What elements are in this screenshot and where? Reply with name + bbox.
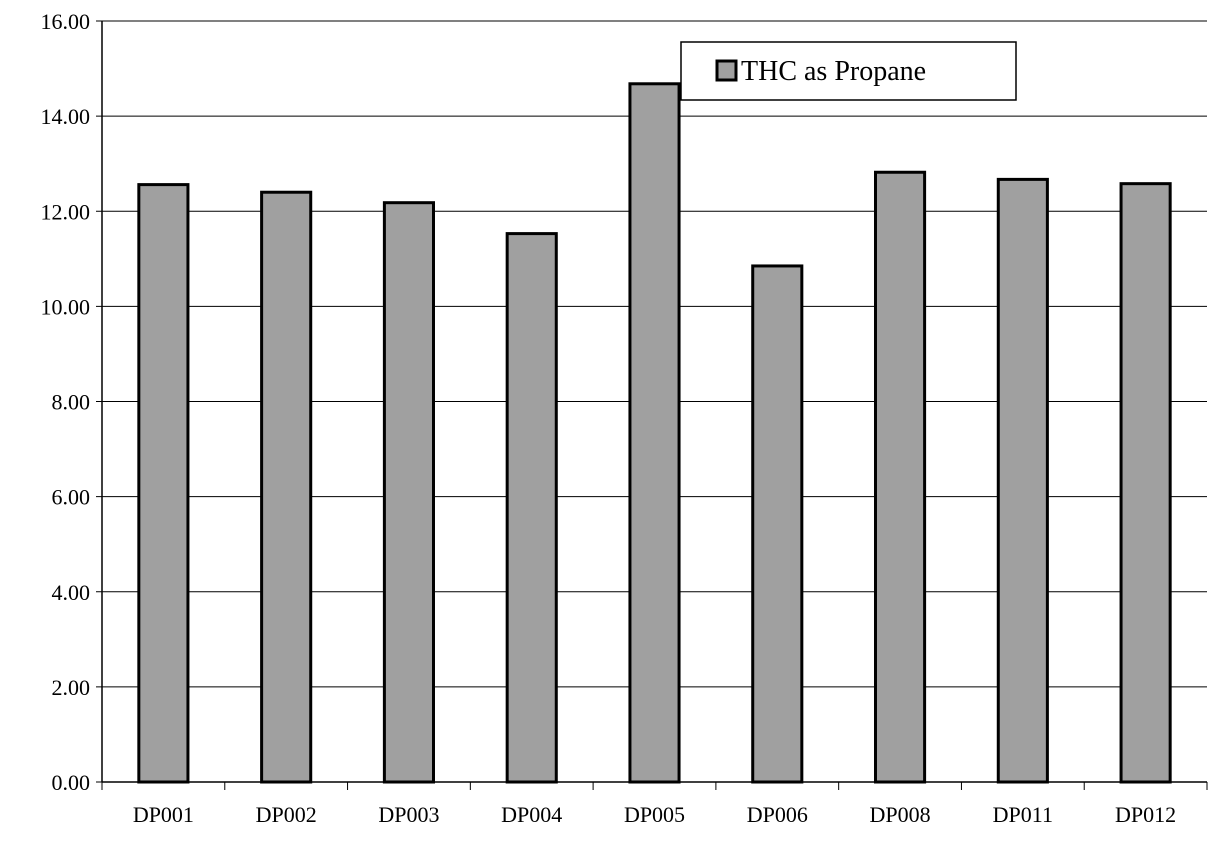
x-tick-label: DP008 xyxy=(869,802,930,827)
x-tick-label: DP005 xyxy=(624,802,685,827)
y-tick-label: 6.00 xyxy=(52,485,91,510)
bars xyxy=(137,82,1172,784)
x-tick-label: DP002 xyxy=(256,802,317,827)
x-tick-label: DP012 xyxy=(1115,802,1176,827)
x-tick-label: DP001 xyxy=(133,802,194,827)
legend: THC as Propane xyxy=(680,41,1017,101)
y-tick-label: 14.00 xyxy=(41,104,91,129)
bar-dp001 xyxy=(137,183,190,784)
y-tick-label: 0.00 xyxy=(52,770,91,795)
y-tick-label: 10.00 xyxy=(41,294,91,319)
bar-dp003 xyxy=(382,201,435,784)
y-tick-label: 2.00 xyxy=(52,675,91,700)
x-tick-label: DP004 xyxy=(501,802,562,827)
y-tick-label: 16.00 xyxy=(41,9,91,34)
y-tick-label: 12.00 xyxy=(41,199,91,224)
bar-dp012 xyxy=(1119,182,1172,784)
x-tick-label: DP011 xyxy=(993,802,1053,827)
legend-label: THC as Propane xyxy=(741,56,926,87)
bar-dp002 xyxy=(260,190,313,784)
bar-dp006 xyxy=(751,264,804,784)
axes xyxy=(101,21,1207,783)
y-tick-label: 8.00 xyxy=(52,390,91,415)
legend-swatch xyxy=(715,59,738,82)
y-axis-ticks: 0.00 2.00 4.00 6.00 8.00 10.00 12.00 14.00 16.00 xyxy=(41,9,102,795)
bar-dp011 xyxy=(996,177,1049,784)
y-tick-label: 4.00 xyxy=(52,580,91,605)
bar-dp005 xyxy=(628,82,681,784)
bar-dp004 xyxy=(505,232,558,784)
x-axis-ticks: DP001 DP002 DP003 DP004 DP005 DP006 DP008 DP011… xyxy=(101,782,1208,827)
bar-dp008 xyxy=(874,170,927,784)
x-tick-label: DP006 xyxy=(747,802,808,827)
x-tick-label: DP003 xyxy=(378,802,439,827)
